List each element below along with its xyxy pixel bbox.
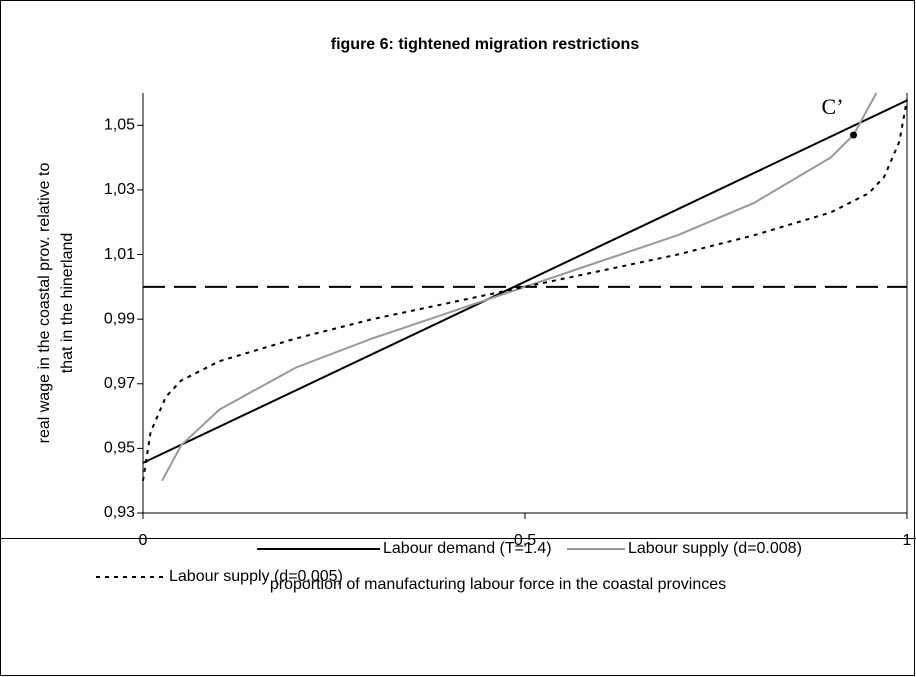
y-tick-label: 0,93 [104, 504, 135, 521]
y-axis-label: real wage in the coastal prov. relative … [36, 163, 53, 444]
y-tick-label: 1,01 [104, 246, 135, 263]
annotation-point [850, 131, 858, 139]
y-tick-label: 0,99 [104, 310, 135, 327]
legend-label: Labour supply (d=0.008) [628, 540, 802, 557]
x-tick-label: 1 [903, 532, 912, 549]
x-axis-label: proportion of manufacturing labour force… [270, 576, 726, 593]
series-line [161, 92, 878, 482]
legend-label: Labour supply (d=0.005) [169, 568, 343, 585]
legend-label: Labour demand (T=1.4) [383, 540, 552, 557]
chart-title: figure 6: tightened migration restrictio… [331, 36, 640, 53]
y-axis-label: that in the hinerland [59, 233, 76, 374]
series-line [142, 99, 908, 481]
annotation-label: C’ [822, 94, 844, 119]
y-tick-label: 1,03 [104, 181, 135, 198]
series-line [142, 99, 908, 464]
y-tick-label: 0,97 [104, 375, 135, 392]
y-tick-label: 1,05 [104, 117, 135, 134]
x-tick-label: 0 [139, 532, 148, 549]
x-tick-label: 0,5 [514, 532, 536, 549]
y-tick-label: 0,95 [104, 440, 135, 457]
